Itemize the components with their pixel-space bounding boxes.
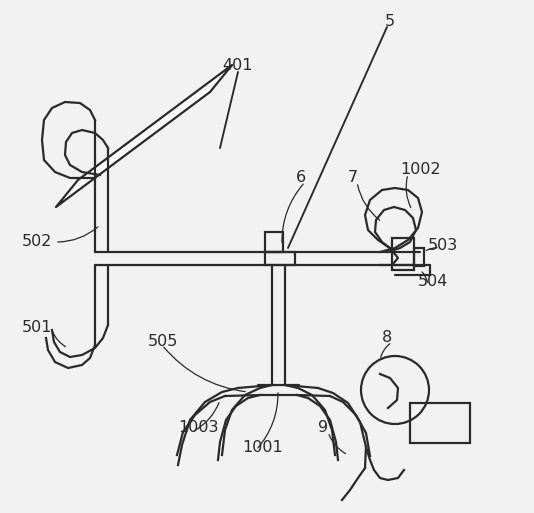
Bar — [410, 403, 470, 443]
Text: 9: 9 — [318, 421, 328, 436]
Text: 502: 502 — [22, 234, 52, 249]
Text: 401: 401 — [222, 57, 253, 72]
Text: 1003: 1003 — [178, 421, 218, 436]
Text: 8: 8 — [382, 330, 392, 345]
Text: 1001: 1001 — [242, 441, 282, 456]
Bar — [265, 232, 283, 252]
Text: 7: 7 — [348, 170, 358, 186]
Text: 505: 505 — [148, 334, 178, 349]
Bar — [414, 248, 424, 266]
Text: 5: 5 — [385, 14, 395, 30]
Text: 504: 504 — [418, 274, 449, 289]
Bar — [265, 252, 295, 265]
Text: 6: 6 — [296, 170, 306, 186]
Text: 1002: 1002 — [400, 163, 441, 177]
Polygon shape — [56, 65, 232, 207]
Text: 503: 503 — [428, 238, 458, 252]
Text: 501: 501 — [22, 321, 52, 336]
Bar — [392, 238, 414, 270]
